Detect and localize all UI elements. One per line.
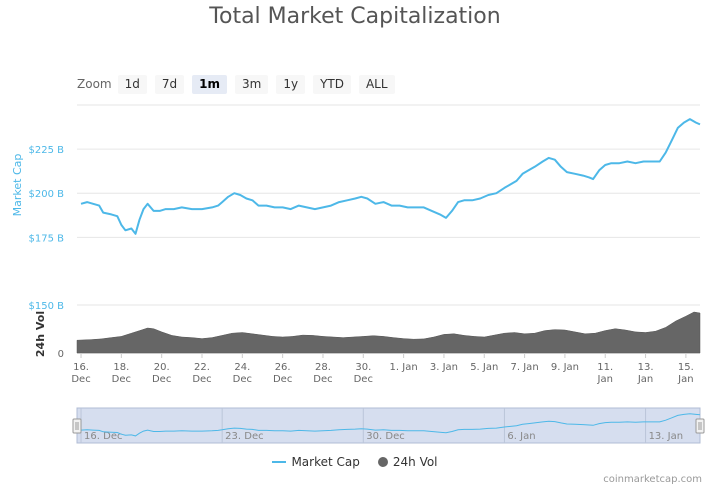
x-tick-label: 1. Jan bbox=[390, 362, 418, 373]
navigator-tick-label: 16. Dec bbox=[84, 431, 122, 442]
navigator-tick-label: 6. Jan bbox=[507, 431, 535, 442]
volume-series-area bbox=[76, 311, 701, 354]
zoom-button-all[interactable]: ALL bbox=[358, 74, 395, 94]
zoom-bar: Zoom 1d 7d 1m 3m 1y YTD ALL bbox=[77, 74, 403, 94]
zoom-button-ytd[interactable]: YTD bbox=[313, 74, 351, 94]
navigator-selection bbox=[76, 407, 701, 444]
zoom-button-3m[interactable]: 3m bbox=[234, 74, 269, 94]
market-cap-series-line bbox=[80, 118, 701, 235]
x-tick-label: 16. Dec bbox=[71, 362, 90, 385]
navigator-tick-label: 30. Dec bbox=[366, 431, 404, 442]
x-tick-label: 5. Jan bbox=[470, 362, 498, 373]
zoom-button-7d[interactable]: 7d bbox=[154, 74, 185, 94]
x-tick-label: 22. Dec bbox=[192, 362, 211, 385]
y-tick-label-market-cap: $200 B bbox=[29, 189, 65, 200]
x-tick-label: 20. Dec bbox=[152, 362, 171, 385]
legend-label-market-cap: Market Cap bbox=[291, 455, 360, 469]
navigator-handle-right[interactable] bbox=[695, 418, 705, 434]
x-tick-label: 7. Jan bbox=[511, 362, 539, 373]
y-tick-label-market-cap: $225 B bbox=[29, 145, 65, 156]
x-tick-label: 3. Jan bbox=[430, 362, 458, 373]
credit-link[interactable]: coinmarketcap.com bbox=[603, 474, 702, 485]
zoom-button-1m[interactable]: 1m bbox=[192, 74, 227, 94]
navigator-handle-left[interactable] bbox=[72, 418, 82, 434]
navigator-tick-label: 13. Jan bbox=[649, 431, 684, 442]
zoom-button-1d[interactable]: 1d bbox=[117, 74, 147, 94]
y-axis-label-market-cap: Market Cap bbox=[11, 154, 24, 217]
x-tick-label: 11. Jan bbox=[597, 362, 614, 385]
line-marker-icon bbox=[272, 461, 287, 463]
zoom-button-1y[interactable]: 1y bbox=[276, 74, 306, 94]
x-tick-label: 13. Jan bbox=[637, 362, 654, 385]
navigator-tick-label: 23. Dec bbox=[225, 431, 263, 442]
x-tick-label: 18. Dec bbox=[112, 362, 131, 385]
legend-item-market-cap[interactable]: Market Cap bbox=[272, 455, 360, 469]
circle-marker-icon bbox=[377, 457, 388, 467]
chart-title: Total Market Capitalization bbox=[209, 4, 501, 29]
y-tick-label-volume: $150 B bbox=[29, 301, 65, 312]
chart-legend: Market Cap 24h Vol bbox=[0, 455, 710, 469]
x-tick-label: 30. Dec bbox=[354, 362, 373, 385]
y-tick-label-volume: 0 bbox=[58, 349, 64, 360]
x-tick-label: 24. Dec bbox=[233, 362, 252, 385]
y-tick-label-market-cap: $175 B bbox=[29, 233, 65, 244]
zoom-label: Zoom bbox=[77, 77, 112, 91]
navigator-series-line bbox=[80, 413, 701, 437]
legend-item-volume[interactable]: 24h Vol bbox=[377, 455, 438, 469]
x-tick-label: 15. Jan bbox=[677, 362, 694, 385]
legend-label-volume: 24h Vol bbox=[392, 455, 438, 469]
x-tick-label: 26. Dec bbox=[273, 362, 292, 385]
x-tick-label: 28. Dec bbox=[313, 362, 332, 385]
y-axis-label-volume: 24h Vol bbox=[34, 311, 47, 357]
x-tick-label: 9. Jan bbox=[551, 362, 579, 373]
